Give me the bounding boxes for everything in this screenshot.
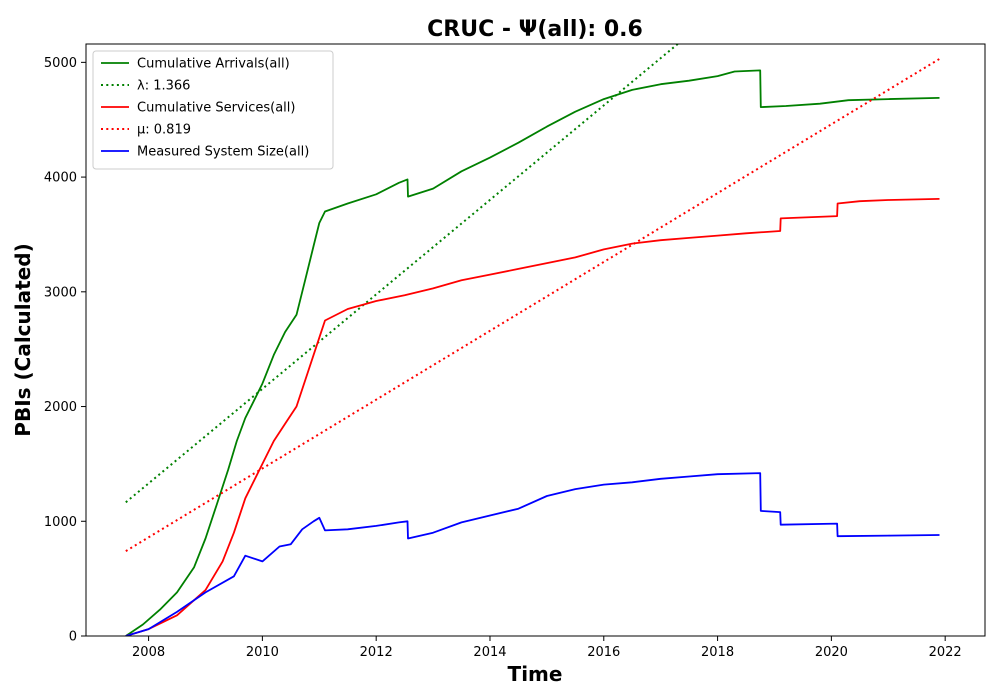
y-tick-label: 2000 — [44, 400, 77, 415]
x-tick-label: 2022 — [929, 645, 962, 660]
legend-label: Cumulative Services(all) — [137, 101, 295, 116]
x-tick-label: 2010 — [246, 645, 279, 660]
x-tick-label: 2012 — [360, 645, 393, 660]
legend-label: μ: 0.819 — [137, 123, 191, 138]
series-line-2 — [125, 198, 940, 636]
chart-title: CRUC - Ψ(all): 0.6 — [427, 17, 643, 42]
y-tick-label: 3000 — [44, 285, 77, 300]
series-line-0 — [125, 69, 940, 636]
legend-box — [92, 50, 334, 170]
y-tick-label: 5000 — [44, 56, 77, 71]
legend-label: λ: 1.366 — [137, 79, 190, 94]
plot-series — [125, 44, 941, 636]
y-tick-label: 4000 — [44, 171, 77, 186]
x-tick-label: 2016 — [587, 645, 620, 660]
y-tick-label: 0 — [69, 630, 77, 645]
x-axis-title: Time — [508, 662, 563, 686]
legend-label: Measured System Size(all) — [137, 145, 309, 160]
y-tick-label: 1000 — [44, 515, 77, 530]
x-tick-label: 2008 — [132, 645, 165, 660]
legend-label: Cumulative Arrivals(all) — [137, 57, 290, 72]
y-axis-title: PBIs (Calculated) — [11, 243, 35, 436]
x-tick-label: 2020 — [815, 645, 848, 660]
plot-frame — [85, 43, 986, 637]
y-axis-ticks: 0 1000 2000 3000 4000 5000 — [44, 56, 86, 645]
series-line-4 — [125, 472, 940, 636]
legend: Cumulative Arrivals(all) λ: 1.366 Cumulati… — [92, 50, 334, 170]
x-axis-ticks: 2008 2010 2012 2014 2016 2018 2020 2022 — [132, 636, 962, 660]
x-tick-label: 2014 — [473, 645, 506, 660]
x-tick-label: 2018 — [701, 645, 734, 660]
